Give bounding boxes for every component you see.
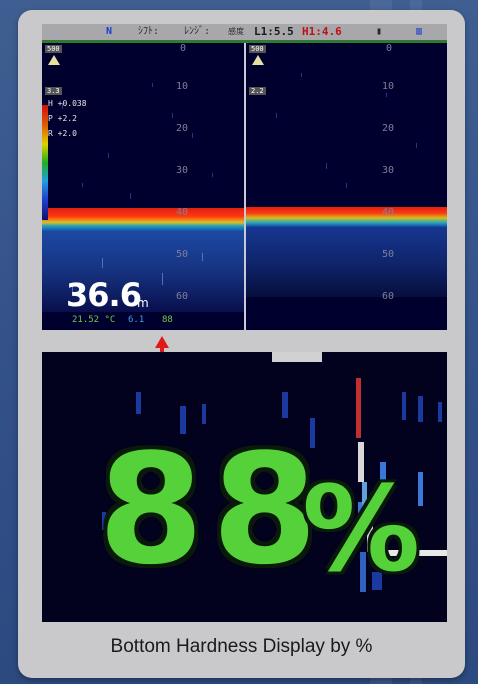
depth-tick: 20 bbox=[176, 123, 189, 134]
right-echogram-canvas bbox=[246, 43, 447, 330]
depth-tick: 40 bbox=[382, 207, 395, 218]
pane-divider bbox=[244, 43, 246, 330]
hardness-small: 88 bbox=[162, 315, 173, 325]
status-bar: N ｼﾌﾄ: ﾚﾝｼﾞ: 感度 L1:5.5 H1:4.6 ▮ ▥ bbox=[42, 24, 447, 40]
depth-tick: 0 bbox=[386, 43, 393, 54]
range-label: ﾚﾝｼﾞ: bbox=[184, 26, 211, 37]
left-range-value: 500 bbox=[45, 45, 62, 53]
heave-row: H +0.038 bbox=[48, 99, 87, 108]
depth-tick: 40 bbox=[176, 207, 189, 218]
transducer-icon bbox=[48, 55, 60, 65]
gain-label: 感度 bbox=[228, 27, 244, 36]
depth-tick: 10 bbox=[176, 81, 189, 92]
water-temp-value: 21.52 °C bbox=[72, 315, 116, 325]
low-frequency: L1:5.5 bbox=[254, 25, 294, 38]
left-sub-value: 3.3 bbox=[45, 87, 62, 95]
depth-tick: 50 bbox=[176, 249, 189, 260]
depth-tick: 20 bbox=[382, 123, 395, 134]
right-range-value: 500 bbox=[249, 45, 266, 53]
depth-tick: 30 bbox=[382, 165, 395, 176]
water-temperature: 21.52 °C bbox=[72, 315, 115, 325]
right-sub-value: 2.2 bbox=[249, 87, 266, 95]
shift-label: ｼﾌﾄ: bbox=[138, 26, 160, 37]
left-echogram: 500 3.3 H +0.038 P +2.2 R +2.0 0 10 20 3… bbox=[42, 43, 244, 330]
transducer-icon bbox=[252, 55, 264, 65]
left-echogram-canvas bbox=[42, 43, 244, 330]
depth-tick: 10 bbox=[382, 81, 395, 92]
depth-tick: 30 bbox=[176, 165, 189, 176]
depth-unit: m bbox=[137, 296, 149, 310]
status-underline bbox=[42, 40, 447, 43]
zoom-noise bbox=[42, 352, 447, 622]
hardness-unit: % bbox=[302, 460, 421, 598]
high-frequency: H1:4.6 bbox=[302, 25, 342, 38]
sonar-screen: N ｼﾌﾄ: ﾚﾝｼﾞ: 感度 L1:5.5 H1:4.6 ▮ ▥ bbox=[42, 24, 447, 330]
split-icon: ▥ bbox=[416, 26, 423, 37]
hardness-value: 88 bbox=[98, 421, 326, 598]
caption: Bottom Hardness Display by % bbox=[110, 636, 373, 657]
depth-tick: 60 bbox=[382, 291, 395, 302]
zoom-panel bbox=[42, 352, 447, 622]
depth-readout: 36.6 bbox=[66, 276, 142, 314]
depth-tick: 0 bbox=[180, 43, 187, 54]
mode-icon: ▮ bbox=[376, 26, 383, 37]
heading-mode: N bbox=[106, 26, 113, 37]
pitch-row: P +2.2 bbox=[48, 114, 77, 123]
depth-tick: 50 bbox=[382, 249, 395, 260]
right-echogram: 500 2.2 0 10 20 30 40 50 60 bbox=[246, 43, 447, 330]
roll-row: R +2.0 bbox=[48, 129, 77, 138]
depth-tick: 60 bbox=[176, 291, 189, 302]
color-scale-bar bbox=[42, 105, 48, 220]
speed-value: 6.1 bbox=[128, 315, 145, 325]
